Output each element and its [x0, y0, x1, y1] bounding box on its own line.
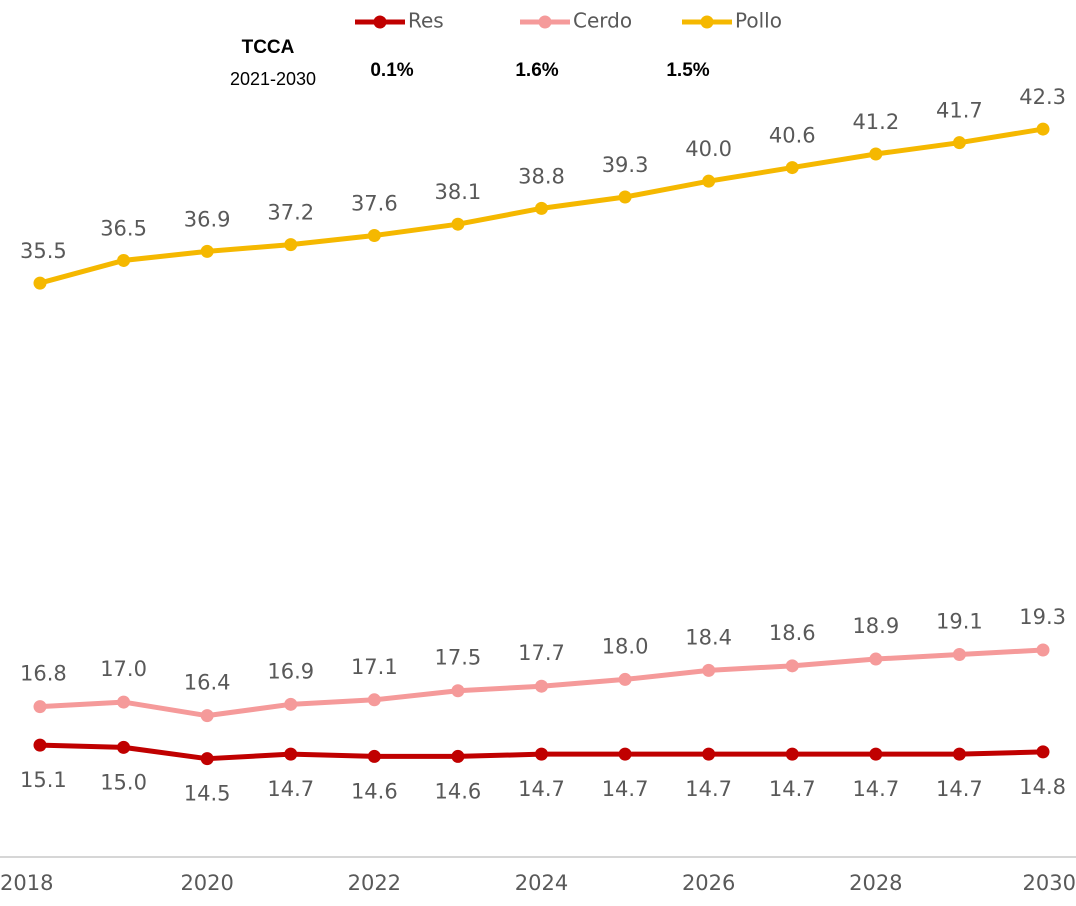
x-tick-label: 2026 — [682, 871, 735, 895]
data-label: 18.0 — [602, 634, 649, 658]
data-label: 38.1 — [435, 180, 482, 204]
data-label: 40.0 — [685, 137, 732, 161]
data-label: 16.9 — [267, 659, 314, 683]
point — [367, 749, 381, 763]
point — [535, 747, 548, 761]
point — [451, 684, 465, 698]
data-label: 38.8 — [518, 164, 565, 188]
point — [451, 749, 465, 763]
point — [367, 693, 381, 707]
x-tick-label: 2028 — [849, 871, 902, 895]
point — [535, 679, 548, 693]
point — [1036, 643, 1050, 657]
data-label: 39.3 — [602, 153, 649, 177]
point — [618, 190, 632, 204]
data-label: 15.1 — [20, 768, 67, 792]
point — [1036, 745, 1050, 759]
annotation: 1.5% — [666, 60, 709, 81]
point — [702, 747, 716, 761]
point — [284, 697, 298, 711]
point — [451, 217, 465, 231]
data-label: 17.7 — [518, 641, 565, 665]
point — [618, 747, 632, 761]
point — [702, 174, 716, 188]
data-label: 37.2 — [267, 201, 314, 225]
legend-marker — [538, 15, 552, 29]
data-label: 18.9 — [852, 614, 899, 638]
data-label: 35.5 — [20, 239, 67, 263]
point — [117, 740, 131, 754]
legend-marker — [700, 15, 714, 29]
x-tick-label: 2024 — [515, 871, 568, 895]
annotation: TCCA — [242, 37, 295, 58]
data-label: 16.8 — [20, 662, 67, 686]
point — [200, 244, 214, 258]
data-label: 17.0 — [100, 657, 147, 681]
data-label: 14.8 — [1019, 775, 1066, 799]
data-label: 41.2 — [852, 110, 899, 134]
data-label: 14.7 — [852, 777, 899, 801]
point — [284, 238, 298, 252]
annotation: 2021-2030 — [230, 69, 316, 89]
point — [367, 229, 381, 243]
point — [785, 161, 799, 175]
annotation: 0.1% — [370, 60, 413, 81]
data-label: 14.6 — [435, 779, 482, 803]
point — [869, 147, 883, 161]
data-label: 14.6 — [351, 779, 398, 803]
data-label: 17.5 — [435, 646, 482, 670]
point — [117, 695, 131, 709]
legend-label: Res — [408, 9, 444, 33]
data-label: 36.9 — [184, 207, 231, 231]
data-label: 14.7 — [685, 777, 732, 801]
legend-label: Cerdo — [573, 9, 632, 33]
point — [869, 747, 883, 761]
point — [200, 709, 214, 723]
data-label: 14.7 — [936, 777, 983, 801]
point — [952, 747, 966, 761]
x-tick-label: 2018 — [0, 871, 53, 895]
data-label: 17.1 — [351, 655, 398, 679]
legend-label: Pollo — [735, 9, 782, 33]
data-label: 14.7 — [602, 777, 649, 801]
data-label: 18.4 — [685, 625, 732, 649]
data-label: 16.4 — [184, 671, 231, 695]
legend-marker — [373, 15, 387, 29]
point — [33, 276, 47, 290]
point — [702, 663, 716, 677]
data-label: 15.0 — [100, 770, 147, 794]
data-label: 18.6 — [769, 621, 816, 645]
data-label: 14.7 — [769, 777, 816, 801]
point — [535, 201, 548, 215]
point — [33, 738, 47, 752]
point — [952, 648, 966, 662]
x-tick-label: 2022 — [348, 871, 401, 895]
point — [785, 659, 799, 673]
x-tick-label: 2030 — [1023, 871, 1076, 895]
data-label: 14.7 — [518, 777, 565, 801]
data-label: 14.7 — [267, 777, 314, 801]
point — [117, 253, 131, 267]
data-label: 14.5 — [184, 782, 231, 806]
data-label: 41.7 — [936, 99, 983, 123]
point — [785, 747, 799, 761]
point — [284, 747, 298, 761]
data-label: 19.3 — [1019, 605, 1066, 629]
data-label: 40.6 — [769, 124, 816, 148]
point — [1036, 122, 1050, 136]
x-tick-label: 2020 — [180, 871, 233, 895]
data-label: 42.3 — [1019, 85, 1066, 109]
data-label: 19.1 — [936, 610, 983, 634]
data-label: 37.6 — [351, 192, 398, 216]
point — [952, 136, 966, 150]
annotation: 1.6% — [515, 60, 558, 81]
data-label: 36.5 — [100, 216, 147, 240]
point — [33, 700, 47, 714]
point — [869, 652, 883, 666]
point — [200, 752, 214, 766]
point — [618, 672, 632, 686]
